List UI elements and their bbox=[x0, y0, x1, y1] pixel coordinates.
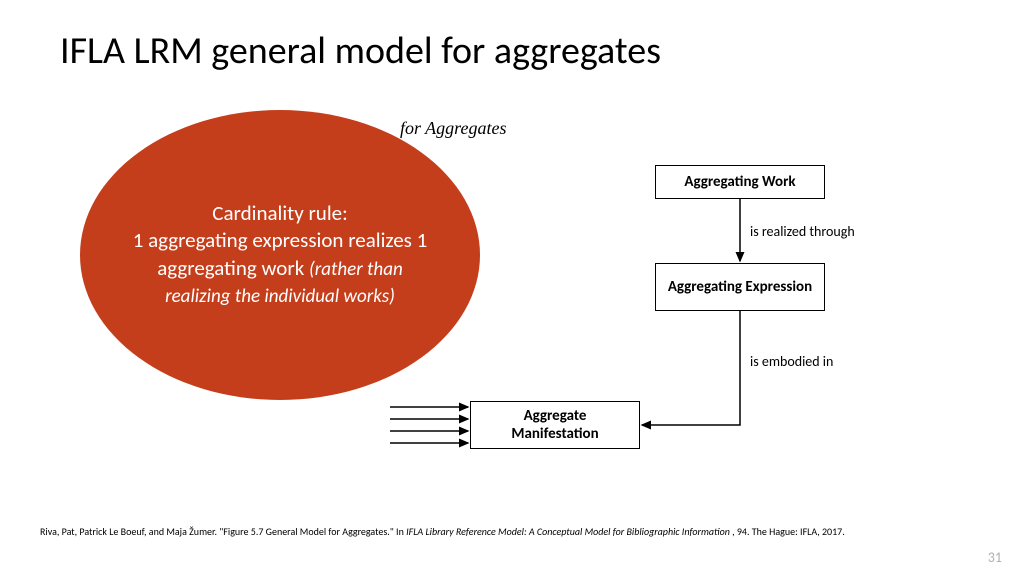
diagram-subtitle: for Aggregates bbox=[400, 118, 507, 139]
citation-fig: "Figure 5.7 General Model for Aggregates… bbox=[219, 525, 406, 538]
citation-tail: , 94. The Hague: IFLA, 2017. bbox=[732, 525, 845, 538]
page-number: 31 bbox=[988, 549, 1002, 566]
slide-title: IFLA LRM general model for aggregates bbox=[60, 28, 661, 74]
edge-label-embodied: is embodied in bbox=[750, 353, 833, 370]
node-aggregate-manifestation: Aggregate Manifestation bbox=[470, 401, 640, 449]
callout-line1: Cardinality rule: bbox=[212, 200, 347, 226]
callout-text: Cardinality rule: 1 aggregating expressi… bbox=[130, 200, 430, 310]
citation-book: IFLA Library Reference Model: A Conceptu… bbox=[406, 525, 730, 538]
citation: Riva, Pat, Patrick Le Boeuf, and Maja Žu… bbox=[40, 526, 984, 538]
node-aggregating-work: Aggregating Work bbox=[655, 165, 825, 199]
cardinality-callout: Cardinality rule: 1 aggregating expressi… bbox=[80, 110, 480, 400]
edge-label-realized: is realized through bbox=[750, 223, 855, 240]
citation-authors: Riva, Pat, Patrick Le Boeuf, and Maja Žu… bbox=[40, 525, 219, 538]
node-aggregating-expression: Aggregating Expression bbox=[655, 263, 825, 311]
